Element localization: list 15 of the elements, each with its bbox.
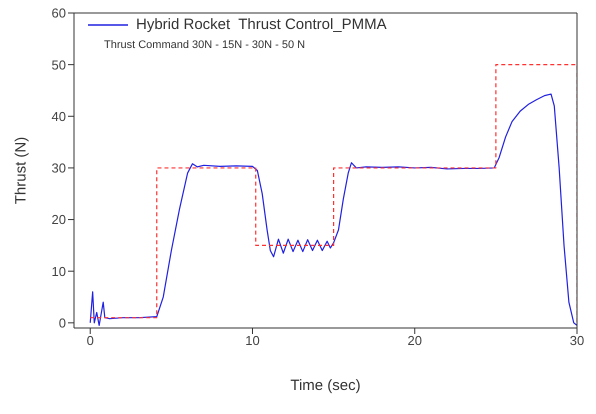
annotation: Thrust Command 30N - 15N - 30N - 50 N — [104, 39, 306, 51]
y-axis-title: Thrust (N) — [12, 136, 30, 204]
x-tick-label: 0 — [86, 333, 94, 348]
y-tick-label: 10 — [52, 264, 66, 279]
y-tick-label: 40 — [52, 108, 66, 124]
y-tick-label: 0 — [58, 315, 66, 330]
y-tick-label: 20 — [52, 212, 66, 228]
x-tick-label: 20 — [408, 333, 422, 348]
x-tick-label: 30 — [570, 333, 584, 348]
y-tick-label: 30 — [52, 160, 66, 176]
y-tick-label: 60 — [52, 6, 66, 21]
x-tick-label: 10 — [245, 333, 260, 348]
x-axis-title: Time (sec) — [290, 377, 361, 394]
legend-label: Hybrid Rocket Thrust Control_PMMA — [136, 16, 387, 33]
y-tick-label: 50 — [52, 57, 66, 72]
